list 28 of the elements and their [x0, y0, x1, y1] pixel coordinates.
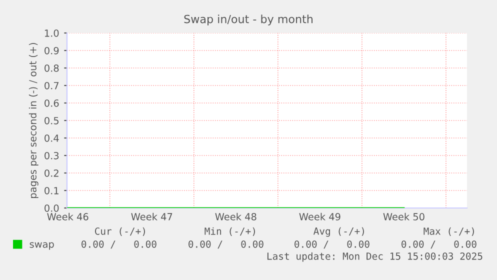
x-tick-label: Week 49: [299, 212, 340, 220]
x-tick-label: Week 46: [47, 212, 88, 220]
y-tick-label: 0.5: [44, 116, 59, 124]
x-tick-label: Week 50: [383, 212, 424, 220]
y-tick-label: 0.1: [44, 186, 58, 194]
text: 0.00 / 0.00: [402, 240, 476, 249]
y-tick-label: 0.0: [44, 204, 59, 212]
chart-title: Swap in/out - by month: [184, 14, 313, 26]
text: Max (-/+): [424, 227, 474, 236]
text: Cur (-/+): [94, 227, 145, 236]
text: 0.00 / 0.00: [188, 240, 264, 249]
y-tick-label: 1.0: [44, 29, 59, 37]
y-tick-label: 0.9: [44, 46, 59, 54]
x-tick-label: Week 47: [131, 212, 172, 220]
text: Min (-/+): [204, 227, 255, 236]
y-tick-label: 0.4: [44, 134, 59, 142]
text: Avg (-/+): [314, 227, 364, 237]
y-axis-title: pages per second in (-) / out (+): [28, 42, 38, 198]
y-tick-label: 0.6: [44, 99, 59, 107]
y-tick-label: 0.7: [44, 82, 59, 90]
text: Last update: Mon Dec 15 15:00:03 2025: [267, 252, 482, 262]
y-tick-label: 0.3: [44, 152, 59, 160]
text: 0.00 / 0.00: [82, 240, 156, 249]
y-tick-label: 0.8: [44, 64, 59, 72]
x-tick-label: Week 48: [215, 212, 256, 220]
y-tick-label: 0.2: [44, 169, 58, 177]
legend-label: swap: [30, 242, 54, 250]
text: 0.00 / 0.00: [294, 240, 370, 249]
